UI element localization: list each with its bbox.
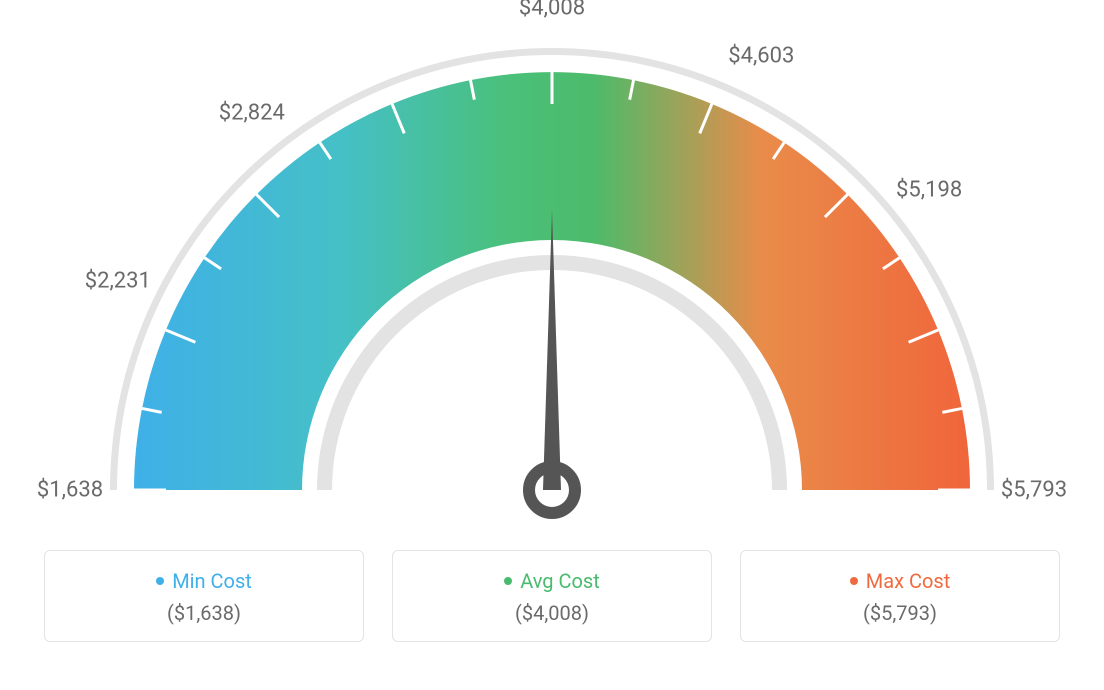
avg-cost-title: Avg Cost xyxy=(504,569,600,593)
avg-cost-value: ($4,008) xyxy=(393,601,711,625)
avg-cost-card: Avg Cost ($4,008) xyxy=(392,550,712,642)
gauge-chart: $1,638 $2,231 $2,824 $4,008 $4,603 $5,198 $5,7… xyxy=(0,0,1104,560)
dot-icon xyxy=(156,577,164,585)
scale-label: $4,008 xyxy=(519,0,585,21)
scale-label: $5,793 xyxy=(1001,478,1067,503)
dot-icon xyxy=(504,577,512,585)
summary-cards: Min Cost ($1,638) Avg Cost ($4,008) Max … xyxy=(0,550,1104,642)
max-cost-title: Max Cost xyxy=(850,569,951,593)
min-cost-label: Min Cost xyxy=(172,569,252,593)
gauge-svg xyxy=(0,0,1104,560)
max-cost-value: ($5,793) xyxy=(741,601,1059,625)
min-cost-card: Min Cost ($1,638) xyxy=(44,550,364,642)
max-cost-label: Max Cost xyxy=(866,569,951,593)
min-cost-title: Min Cost xyxy=(156,569,252,593)
scale-label: $2,231 xyxy=(85,268,151,293)
scale-label: $2,824 xyxy=(219,100,285,125)
scale-label: $1,638 xyxy=(37,478,103,503)
max-cost-card: Max Cost ($5,793) xyxy=(740,550,1060,642)
min-cost-value: ($1,638) xyxy=(45,601,363,625)
scale-label: $4,603 xyxy=(728,43,794,68)
dot-icon xyxy=(850,577,858,585)
avg-cost-label: Avg Cost xyxy=(520,569,600,593)
scale-label: $5,198 xyxy=(896,177,962,202)
